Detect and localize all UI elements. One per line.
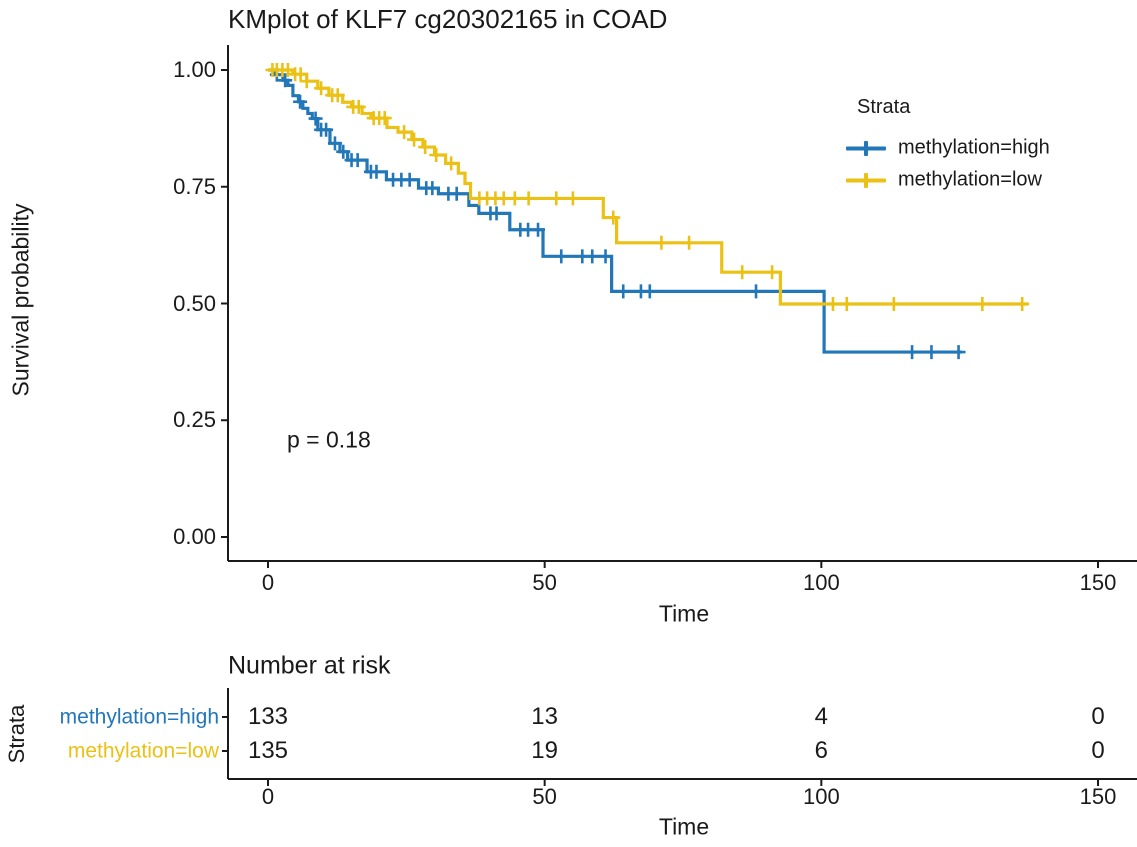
x-tick-label: 0 [261,570,275,595]
legend-label-methylation-low: methylation=low [898,168,1042,191]
risk-x-tick-label: 50 [532,784,557,809]
y-tick-label: 0.75 [173,173,216,199]
risk-row-label-methylation-low: methylation=low [67,739,219,763]
risk-count: 0 [1091,737,1105,764]
y-tick-label: 0.00 [173,524,216,549]
risk-count: 19 [531,737,559,764]
risk-count: 6 [814,737,829,764]
legend-title: Strata [857,96,911,118]
y-tick-label: 1.00 [173,57,216,82]
legend-key-cross [864,140,868,156]
x-tick-label: 50 [532,570,557,595]
p-value-text: p = 0.18 [287,426,371,453]
y-tick-label: 0.25 [173,407,216,433]
legend-label-methylation-high: methylation=high [898,136,1050,159]
risk-count: 133 [247,703,289,730]
censor-marks-methylation=low [265,63,1030,311]
legend-key-line-plus-icon [846,137,886,159]
legend-key-cross [864,172,868,188]
legend-key-line-plus-icon [846,169,886,191]
risk-count: 13 [531,703,559,730]
curve-methylation=low [268,68,1028,306]
risk-table-heading: Number at risk [228,651,391,680]
y-tick-label: 0.50 [173,290,216,316]
legend-entry-methylation-high: methylation=high [846,137,1050,160]
plot-title: KMplot of KLF7 cg20302165 in COAD [228,4,668,34]
risk-x-tick-label: 0 [261,784,275,809]
risk-table-x-axis-title: Time [658,813,710,840]
y-axis-title: Survival probability [7,203,34,397]
x-tick-label: 100 [802,570,840,595]
risk-count: 135 [247,737,289,764]
x-tick-label: 150 [1079,570,1117,595]
risk-row-label-methylation-high: methylation=high [59,705,219,729]
risk-count: 0 [1091,703,1105,730]
risk-x-tick-label: 100 [802,784,840,809]
legend-entry-methylation-low: methylation=low [846,169,1042,192]
risk-x-tick-label: 150 [1079,784,1117,809]
x-axis-title: Time [658,600,710,627]
risk-count: 4 [814,703,829,730]
